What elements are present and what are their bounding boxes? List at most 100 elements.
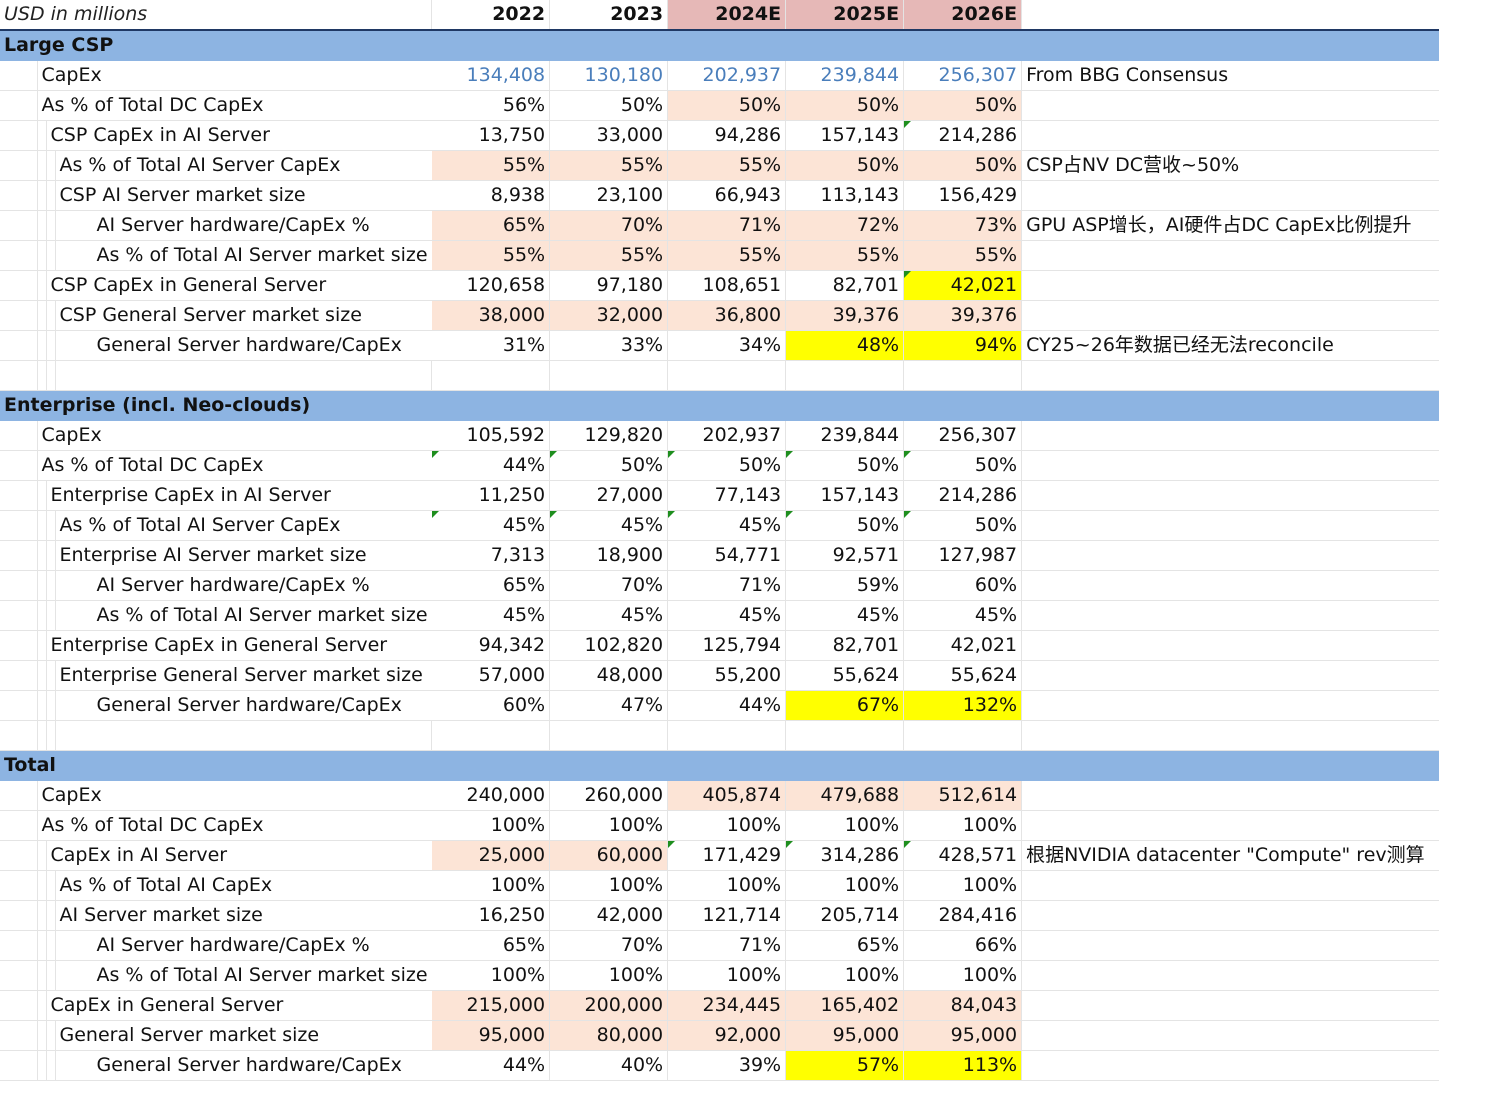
value-cell[interactable]: 95,000 [785, 1020, 905, 1051]
value-cell[interactable]: 34% [667, 330, 787, 361]
empty-cell[interactable] [1021, 720, 1439, 751]
indent-cell[interactable] [46, 900, 56, 931]
value-cell[interactable]: 77,143 [667, 480, 787, 511]
unit-label[interactable]: USD in millions [0, 0, 433, 31]
note-cell[interactable] [1021, 600, 1439, 631]
empty-cell[interactable] [1021, 360, 1439, 391]
indent-cell[interactable] [37, 1050, 47, 1081]
indent-cell[interactable] [0, 570, 38, 601]
value-cell[interactable]: 50% [549, 90, 669, 121]
value-cell[interactable]: 97,180 [549, 270, 669, 301]
value-cell[interactable]: 31% [431, 330, 551, 361]
value-cell[interactable]: 92,000 [667, 1020, 787, 1051]
value-cell[interactable]: 405,874 [667, 780, 787, 811]
section-title[interactable]: Large CSP [0, 30, 1439, 61]
value-cell[interactable]: 55% [667, 150, 787, 181]
value-cell[interactable]: 70% [549, 570, 669, 601]
row-label[interactable]: As % of Total DC CapEx [37, 450, 432, 481]
note-cell[interactable]: CSP占NV DC营收~50% [1021, 150, 1439, 181]
note-cell[interactable]: From BBG Consensus [1021, 60, 1439, 91]
value-cell[interactable]: 130,180 [549, 60, 669, 91]
note-cell[interactable]: 根据NVIDIA datacenter "Compute" rev测算 [1021, 840, 1439, 871]
row-label[interactable]: CapEx in General Server [46, 990, 432, 1021]
value-cell[interactable]: 50% [549, 450, 669, 481]
empty-cell[interactable] [549, 720, 669, 751]
empty-cell[interactable] [0, 720, 38, 751]
empty-cell[interactable] [667, 360, 787, 391]
indent-cell[interactable] [37, 900, 47, 931]
empty-cell[interactable] [667, 720, 787, 751]
value-cell[interactable]: 40% [549, 1050, 669, 1081]
value-cell[interactable]: 45% [903, 600, 1023, 631]
value-cell[interactable]: 44% [667, 690, 787, 721]
value-cell[interactable]: 94,342 [431, 630, 551, 661]
value-cell[interactable]: 55% [549, 240, 669, 271]
value-cell[interactable]: 33,000 [549, 120, 669, 151]
indent-cell[interactable] [0, 270, 38, 301]
value-cell[interactable]: 59% [785, 570, 905, 601]
value-cell[interactable]: 100% [431, 810, 551, 841]
indent-cell[interactable] [0, 990, 38, 1021]
empty-cell[interactable] [903, 360, 1023, 391]
value-cell[interactable]: 55% [431, 240, 551, 271]
indent-cell[interactable] [46, 330, 56, 361]
indent-cell[interactable] [37, 510, 47, 541]
indent-cell[interactable] [37, 1020, 47, 1051]
row-label[interactable]: Enterprise CapEx in AI Server [46, 480, 432, 511]
value-cell[interactable]: 234,445 [667, 990, 787, 1021]
note-cell[interactable] [1021, 900, 1439, 931]
value-cell[interactable]: 100% [667, 870, 787, 901]
note-cell[interactable] [1021, 870, 1439, 901]
value-cell[interactable]: 70% [549, 930, 669, 961]
value-cell[interactable]: 54,771 [667, 540, 787, 571]
value-cell[interactable]: 100% [785, 960, 905, 991]
indent-cell[interactable] [37, 570, 47, 601]
indent-cell[interactable] [37, 600, 47, 631]
value-cell[interactable]: 73% [903, 210, 1023, 241]
empty-cell[interactable] [37, 360, 47, 391]
value-cell[interactable]: 45% [667, 600, 787, 631]
value-cell[interactable]: 18,900 [549, 540, 669, 571]
indent-cell[interactable] [46, 540, 56, 571]
note-cell[interactable] [1021, 240, 1439, 271]
note-cell[interactable] [1021, 450, 1439, 481]
indent-cell[interactable] [37, 180, 47, 211]
indent-cell[interactable] [0, 630, 38, 661]
indent-cell[interactable] [0, 210, 38, 241]
section-title[interactable]: Enterprise (incl. Neo-clouds) [0, 390, 1439, 421]
indent-cell[interactable] [46, 600, 56, 631]
value-cell[interactable]: 42,021 [903, 630, 1023, 661]
value-cell[interactable]: 105,592 [431, 420, 551, 451]
empty-cell[interactable] [431, 720, 551, 751]
row-label[interactable]: CSP CapEx in General Server [46, 270, 432, 301]
note-cell[interactable] [1021, 420, 1439, 451]
empty-cell[interactable] [431, 360, 551, 391]
indent-cell[interactable] [46, 960, 56, 991]
value-cell[interactable]: 165,402 [785, 990, 905, 1021]
indent-cell[interactable] [37, 240, 47, 271]
value-cell[interactable]: 50% [903, 90, 1023, 121]
value-cell[interactable]: 100% [549, 960, 669, 991]
value-cell[interactable]: 56% [431, 90, 551, 121]
value-cell[interactable]: 42,000 [549, 900, 669, 931]
row-label[interactable]: CapEx [37, 780, 432, 811]
value-cell[interactable]: 50% [785, 150, 905, 181]
value-cell[interactable]: 129,820 [549, 420, 669, 451]
value-cell[interactable]: 65% [431, 210, 551, 241]
row-label[interactable]: AI Server hardware/CapEx % [55, 570, 432, 601]
value-cell[interactable]: 479,688 [785, 780, 905, 811]
value-cell[interactable]: 260,000 [549, 780, 669, 811]
indent-cell[interactable] [0, 1050, 38, 1081]
row-label[interactable]: Enterprise General Server market size [55, 660, 432, 691]
note-cell[interactable] [1021, 810, 1439, 841]
value-cell[interactable]: 134,408 [431, 60, 551, 91]
value-cell[interactable]: 16,250 [431, 900, 551, 931]
indent-cell[interactable] [0, 480, 38, 511]
indent-cell[interactable] [0, 810, 38, 841]
value-cell[interactable]: 13,750 [431, 120, 551, 151]
empty-cell[interactable] [0, 360, 38, 391]
value-cell[interactable]: 55% [667, 240, 787, 271]
value-cell[interactable]: 120,658 [431, 270, 551, 301]
value-cell[interactable]: 39,376 [785, 300, 905, 331]
indent-cell[interactable] [46, 570, 56, 601]
